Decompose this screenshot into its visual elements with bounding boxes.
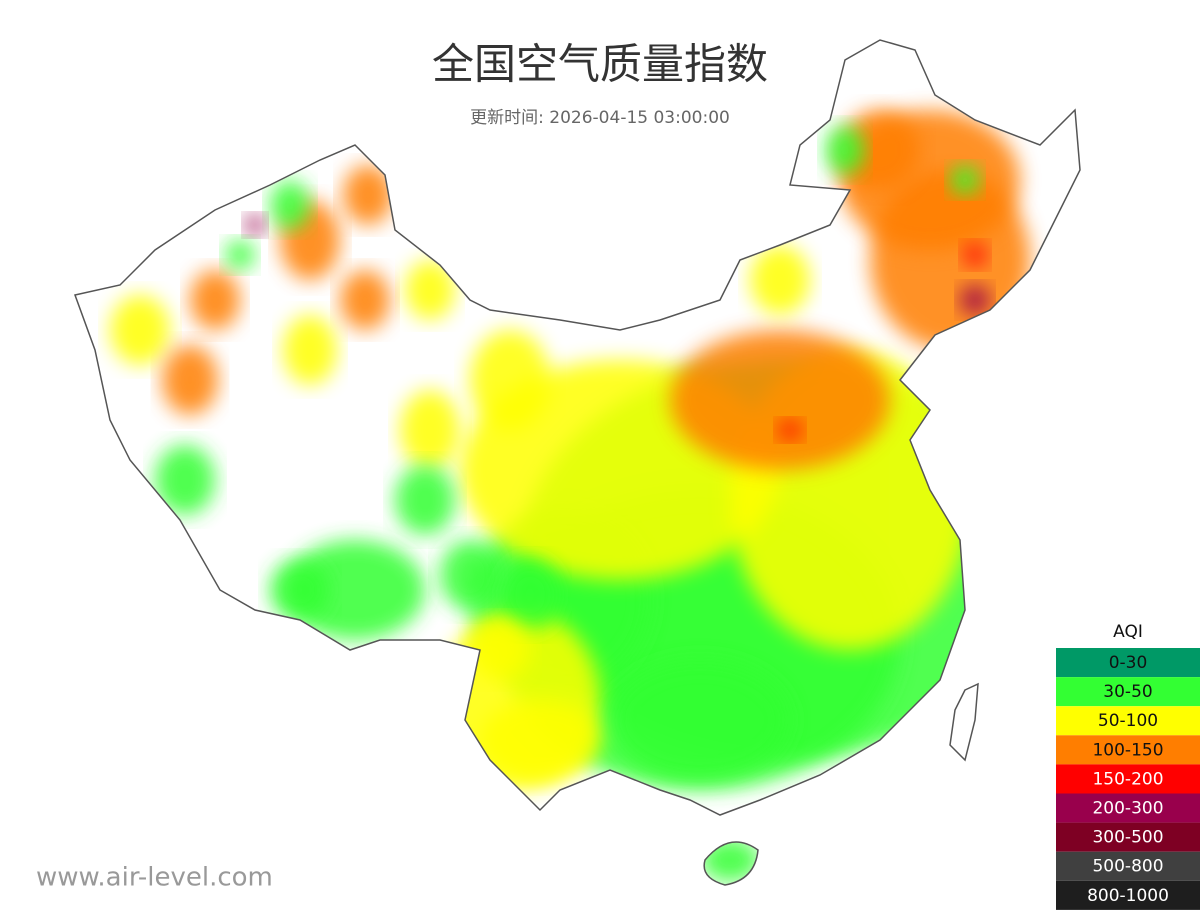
legend-swatch <box>1056 764 1200 794</box>
aqi-blob <box>500 560 560 630</box>
aqi-blob <box>840 110 920 190</box>
aqi-blob <box>110 295 170 365</box>
legend-label: 50-100 <box>1098 711 1158 731</box>
aqi-blob <box>950 165 980 195</box>
legend-label: 500-800 <box>1092 857 1163 877</box>
legend-label: 800-1000 <box>1087 886 1169 906</box>
legend-swatch <box>1056 793 1200 823</box>
legend-swatch <box>1056 851 1200 881</box>
aqi-blob <box>270 560 330 620</box>
legend-label: 0-30 <box>1109 653 1148 673</box>
aqi-blob <box>750 245 810 315</box>
aqi-blob <box>670 330 890 470</box>
legend-label: 200-300 <box>1092 799 1163 819</box>
aqi-blob <box>190 270 240 330</box>
legend-label: 300-500 <box>1092 828 1163 848</box>
legend-swatch <box>1056 880 1200 910</box>
legend-swatch <box>1056 648 1200 678</box>
page-title: 全国空气质量指数 <box>432 40 768 89</box>
watermark: www.air-level.com <box>36 863 273 893</box>
aqi-blob <box>700 838 760 882</box>
legend-label: 150-200 <box>1092 769 1163 789</box>
legend-label: 30-50 <box>1103 682 1152 702</box>
aqi-blob <box>405 260 455 320</box>
aqi-blob <box>162 345 218 415</box>
aqi-surface <box>110 110 1040 882</box>
legend-title: AQI <box>1113 622 1143 642</box>
update-time: 更新时间: 2026-04-15 03:00:00 <box>470 108 730 128</box>
aqi-blob <box>778 420 802 440</box>
aqi-blob <box>285 540 425 640</box>
aqi-blob <box>283 315 337 385</box>
aqi-blob <box>960 285 990 315</box>
legend-swatch <box>1056 822 1200 852</box>
aqi-blob <box>245 215 265 235</box>
aqi-blob <box>470 620 530 680</box>
island-border <box>949 682 979 762</box>
aqi-blob <box>400 390 460 470</box>
aqi-blob <box>825 125 865 175</box>
aqi-blob <box>270 180 310 230</box>
aqi-blob <box>963 243 987 267</box>
legend-swatch <box>1056 677 1200 707</box>
aqi-blob <box>480 700 600 780</box>
legend-swatch <box>1056 735 1200 765</box>
aqi-blob <box>225 240 255 270</box>
legend-swatch <box>1056 706 1200 736</box>
aqi-blob <box>395 465 455 535</box>
aqi-blob <box>155 445 215 515</box>
aqi-blob <box>343 165 393 225</box>
legend-label: 100-150 <box>1092 740 1163 760</box>
aqi-blob <box>440 540 500 610</box>
aqi-blob <box>470 330 550 430</box>
legend: 0-30 30-50 50-100 100-150 150-200 200-300 300-… <box>1056 648 1200 910</box>
aqi-blob <box>610 660 790 780</box>
aqi-blob <box>340 270 390 330</box>
